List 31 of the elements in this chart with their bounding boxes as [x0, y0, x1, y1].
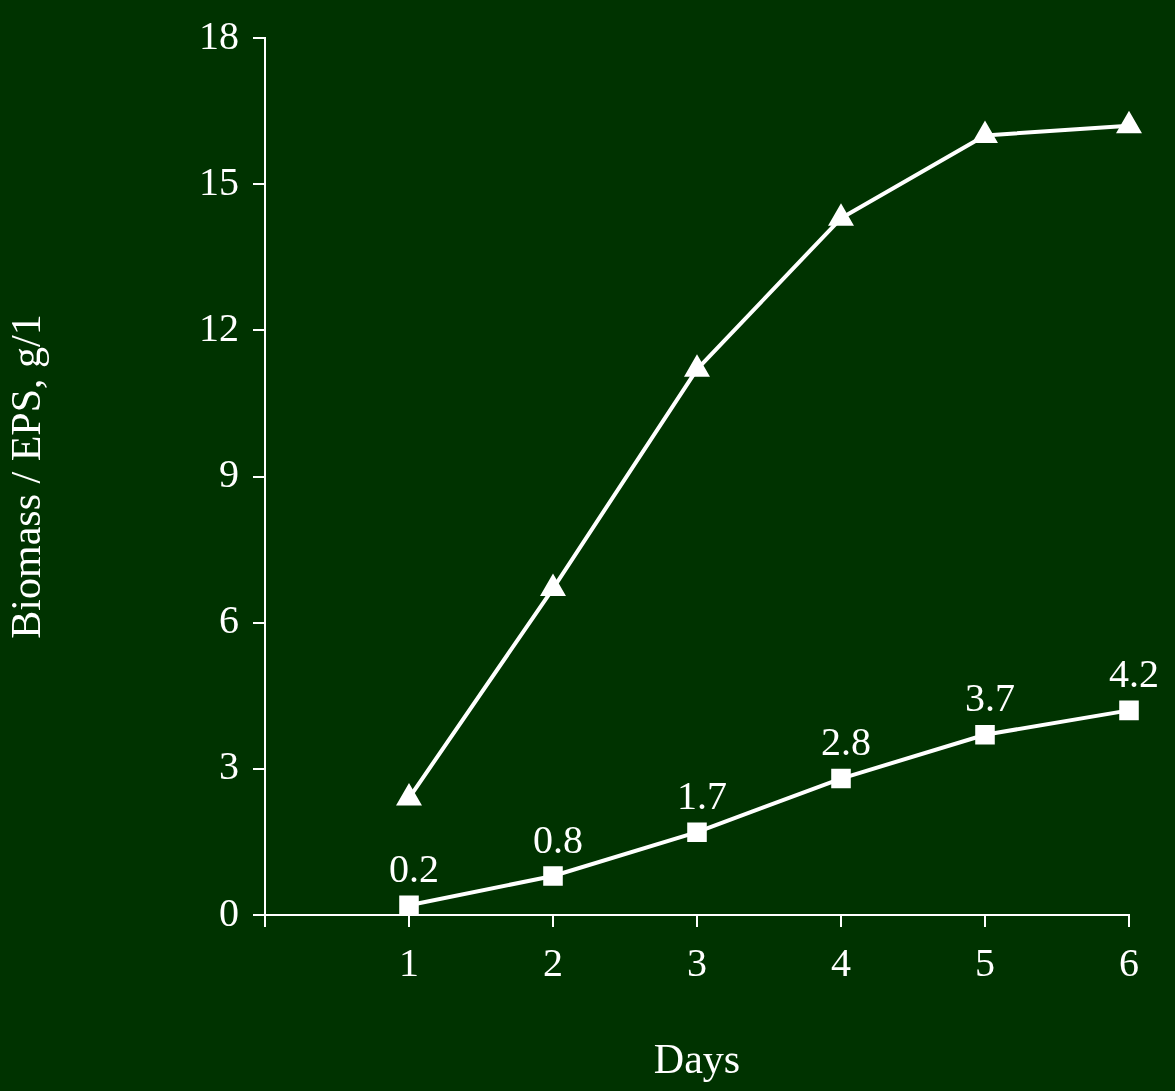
- point: [975, 724, 995, 745]
- x-axis-title: Days: [653, 1035, 741, 1082]
- y-tick-label: 12: [199, 304, 239, 350]
- point: [831, 768, 851, 789]
- x-tick-label: 6: [1119, 939, 1139, 985]
- point: [685, 356, 709, 377]
- point: [543, 866, 563, 886]
- y-tick-label: 6: [219, 597, 239, 643]
- point: [829, 205, 853, 226]
- data-label: 1.7: [677, 772, 727, 818]
- point: [1117, 112, 1141, 134]
- data-label: 0.8: [533, 816, 583, 862]
- data-label: 2.8: [821, 719, 871, 765]
- y-tick-label: 0: [219, 889, 239, 935]
- point: [973, 122, 997, 143]
- x-tick-label: 4: [831, 939, 851, 985]
- y-axis-title: Biomass / EPS, g/1: [3, 314, 50, 639]
- point: [1119, 700, 1139, 721]
- y-tick-label: 9: [219, 451, 239, 496]
- data-label: 3.7: [965, 675, 1015, 721]
- y-tick-label: 3: [219, 743, 239, 789]
- x-tick-label: 3: [687, 939, 707, 985]
- x-tick-label: 2: [543, 939, 563, 985]
- point: [399, 895, 419, 916]
- x-tick-label: 1: [399, 939, 419, 985]
- point: [687, 822, 707, 842]
- data-label: 4.2: [1109, 650, 1159, 696]
- data-label: 0.2: [389, 845, 439, 891]
- y-tick-label: 15: [199, 158, 239, 204]
- y-tick-label: 18: [199, 12, 239, 58]
- x-tick-label: 5: [975, 939, 995, 985]
